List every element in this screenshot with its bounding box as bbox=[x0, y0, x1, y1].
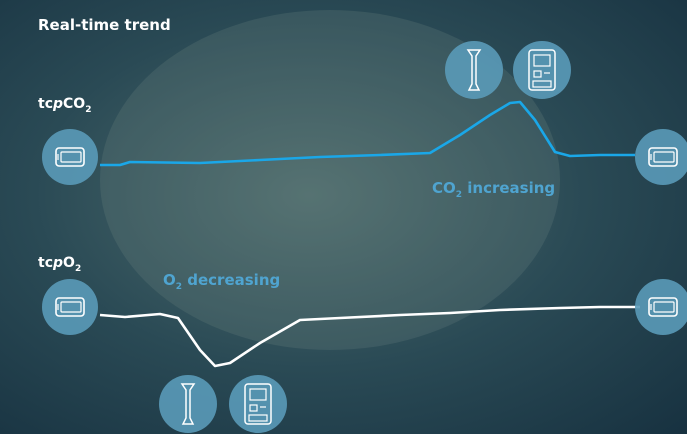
monitor-icon bbox=[42, 129, 98, 185]
probe-icon bbox=[159, 375, 217, 433]
text-part: p bbox=[52, 96, 63, 112]
annotation-o2: O2 decreasing bbox=[163, 271, 280, 292]
text-part: O bbox=[63, 255, 75, 271]
text-part: decreasing bbox=[182, 271, 280, 289]
background-glow bbox=[100, 10, 560, 350]
annotation-co2: CO2 increasing bbox=[432, 179, 555, 200]
probe-icon bbox=[445, 41, 503, 99]
text-part: 2 bbox=[75, 264, 81, 274]
title: Real-time trend bbox=[38, 16, 171, 34]
monitor-icon bbox=[635, 129, 687, 185]
text-part: increasing bbox=[462, 179, 555, 197]
text-part: O bbox=[163, 271, 176, 289]
text-part: CO bbox=[432, 179, 456, 197]
co2-trend-line bbox=[100, 100, 635, 167]
text-part: CO bbox=[63, 96, 85, 112]
device-icon bbox=[513, 41, 571, 99]
monitor-icon bbox=[42, 279, 98, 335]
o2-trend-line bbox=[99, 305, 640, 368]
text-part: 2 bbox=[176, 282, 182, 292]
label-o2: tcpO2 bbox=[38, 255, 81, 274]
text-part: p bbox=[52, 255, 63, 271]
text-part: 2 bbox=[85, 105, 91, 115]
device-icon bbox=[229, 375, 287, 433]
monitor-icon bbox=[635, 279, 687, 335]
text-part: tc bbox=[38, 96, 53, 112]
text-part: tc bbox=[38, 255, 53, 271]
label-co2: tcpCO2 bbox=[38, 96, 91, 115]
text-part: 2 bbox=[456, 190, 462, 200]
